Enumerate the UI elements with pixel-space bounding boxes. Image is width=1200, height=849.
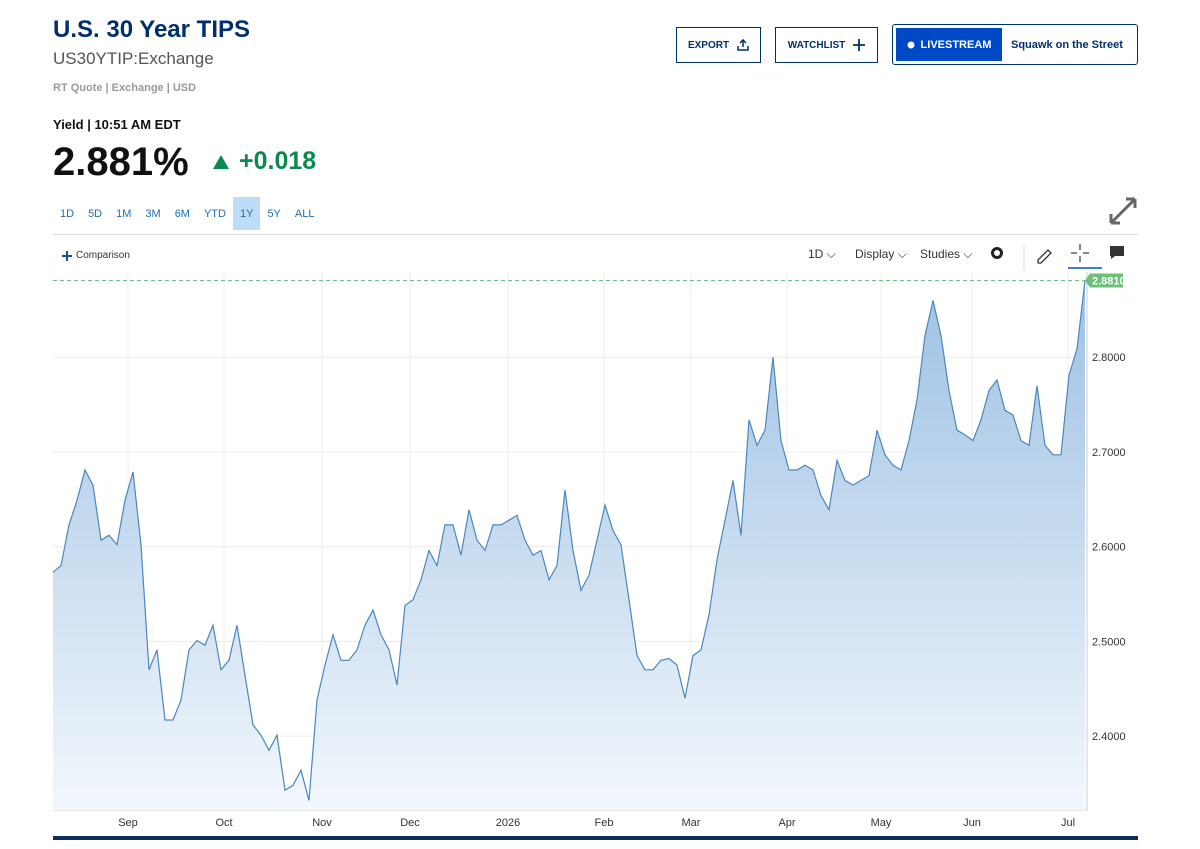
- x-tick-label: Feb: [595, 817, 614, 829]
- comment-icon[interactable]: [1110, 246, 1124, 259]
- studies-label: Studies: [920, 247, 961, 261]
- x-tick-label: Mar: [682, 817, 701, 829]
- crosshair-icon[interactable]: [1071, 244, 1089, 262]
- change: +0.018: [212, 147, 316, 176]
- range-tab[interactable]: 1Y: [232, 197, 261, 230]
- range-tab[interactable]: 3M: [145, 207, 161, 220]
- export-label: EXPORT: [687, 39, 730, 51]
- y-tick-label: 2.6000: [1092, 542, 1126, 554]
- range-tab[interactable]: 5D: [88, 207, 103, 220]
- y-tick-label: 2.4000: [1092, 731, 1126, 743]
- title: U.S. 30 Year TIPS: [53, 16, 251, 43]
- display-label: Display: [855, 247, 895, 261]
- comparison-label: Comparison: [76, 250, 130, 261]
- livestream-button[interactable]: LIVESTREAM Squawk on the Street: [892, 24, 1138, 65]
- x-tick-label: Dec: [400, 817, 420, 829]
- x-tick-label: Nov: [312, 817, 332, 829]
- symbol: US30YTIP:Exchange: [53, 49, 214, 68]
- range-tab[interactable]: 1D: [60, 207, 75, 220]
- range-tab[interactable]: ALL: [294, 207, 315, 220]
- settings-icon[interactable]: [991, 247, 1003, 259]
- interval-label: 1D: [808, 247, 824, 261]
- x-tick-label: Jun: [963, 817, 981, 829]
- bottom-bar: [53, 836, 1138, 840]
- watchlist-label: WATCHLIST: [787, 39, 846, 51]
- range-tab[interactable]: 1M: [116, 207, 132, 220]
- price-line: [52, 280, 1086, 801]
- chart: 2.4000 2.5000 2.6000 2.7000 2.8000 Sep Oct Nov D…: [52, 272, 1126, 829]
- draw-icon[interactable]: [1037, 249, 1052, 264]
- export-button[interactable]: EXPORT: [676, 27, 761, 63]
- export-icon: [737, 39, 749, 51]
- area-fill: [53, 280, 1085, 810]
- crosshair-active: [1068, 267, 1102, 269]
- x-tick-label: Sep: [118, 817, 138, 829]
- show-name: Squawk on the Street: [1011, 38, 1123, 51]
- x-tick-label: 2026: [496, 817, 520, 829]
- range-tab[interactable]: 5Y: [267, 207, 281, 220]
- livestream-tag: LIVESTREAM: [896, 28, 1002, 61]
- range-tab[interactable]: 6M: [174, 207, 190, 220]
- display-menu[interactable]: Display ⌵: [855, 247, 907, 261]
- x-tick-label: Apr: [778, 817, 795, 829]
- x-tick-label: Jul: [1061, 817, 1075, 829]
- studies-menu[interactable]: Studies ⌵: [920, 247, 973, 261]
- plus-icon: [62, 250, 72, 261]
- interval-menu[interactable]: 1D ⌵: [808, 247, 836, 261]
- change-value: +0.018: [239, 147, 317, 175]
- chart-tools: [991, 244, 1124, 270]
- up-arrow: [213, 154, 229, 169]
- y-tick-label: 2.5000: [1092, 636, 1126, 648]
- comparison-button[interactable]: Comparison: [62, 250, 130, 261]
- y-tick-label: 2.8000: [1092, 352, 1126, 364]
- last-price-tag: [1085, 273, 1123, 288]
- quote-label: Yield | 10:51 AM EDT: [53, 117, 181, 132]
- plus-icon: [853, 39, 866, 51]
- live-dot: [907, 41, 915, 48]
- x-tick-label: May: [871, 817, 892, 829]
- range-tab[interactable]: YTD: [203, 207, 226, 220]
- quote-meta: RT Quote | Exchange | USD: [53, 82, 197, 94]
- last-price-label: 2.8810: [1092, 276, 1126, 288]
- expand-icon[interactable]: [1108, 196, 1138, 226]
- price: 2.881%: [53, 140, 189, 184]
- x-tick-label: Oct: [215, 817, 232, 829]
- livestream-label: LIVESTREAM: [920, 38, 992, 51]
- watchlist-button[interactable]: WATCHLIST: [775, 27, 878, 63]
- range-tabs: 1D 5D 1M 3M 6M YTD 1Y 5Y ALL: [53, 197, 321, 230]
- y-tick-label: 2.7000: [1092, 447, 1126, 459]
- divider: [53, 234, 1138, 235]
